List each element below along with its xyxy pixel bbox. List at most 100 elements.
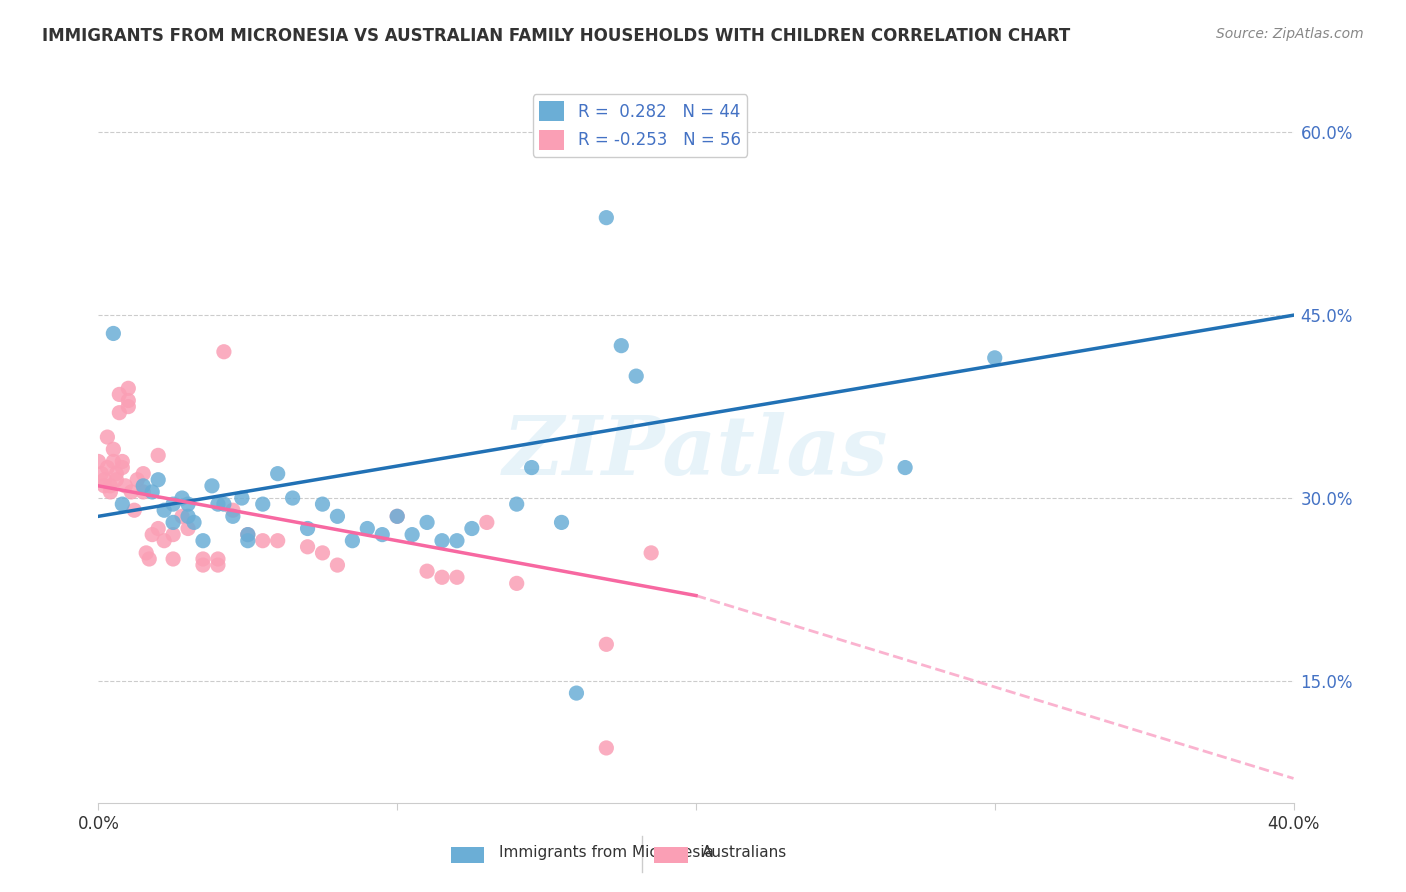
Point bbox=[207, 552, 229, 566]
Point bbox=[231, 491, 253, 505]
Point bbox=[127, 473, 149, 487]
Point bbox=[153, 503, 176, 517]
Point bbox=[342, 533, 364, 548]
Point bbox=[148, 448, 170, 462]
Point bbox=[446, 533, 468, 548]
Point bbox=[153, 533, 176, 548]
Point bbox=[520, 460, 543, 475]
Point bbox=[162, 497, 184, 511]
Point bbox=[162, 516, 184, 530]
Point bbox=[111, 497, 134, 511]
Text: ZIPatlas: ZIPatlas bbox=[503, 412, 889, 491]
Point bbox=[430, 570, 453, 584]
Point bbox=[297, 540, 319, 554]
Point bbox=[117, 393, 139, 408]
Point bbox=[550, 516, 572, 530]
Point bbox=[401, 527, 423, 541]
Point bbox=[207, 497, 229, 511]
Point bbox=[162, 552, 184, 566]
Point bbox=[236, 527, 259, 541]
Point bbox=[267, 467, 290, 481]
Text: IMMIGRANTS FROM MICRONESIA VS AUSTRALIAN FAMILY HOUSEHOLDS WITH CHILDREN CORRELA: IMMIGRANTS FROM MICRONESIA VS AUSTRALIAN… bbox=[42, 27, 1070, 45]
Point bbox=[162, 527, 184, 541]
Point bbox=[430, 533, 453, 548]
Point bbox=[191, 552, 214, 566]
Point bbox=[595, 637, 617, 651]
Point bbox=[96, 460, 118, 475]
Point bbox=[105, 473, 128, 487]
Point bbox=[222, 503, 245, 517]
Point bbox=[385, 509, 409, 524]
Point bbox=[894, 460, 917, 475]
Point bbox=[120, 485, 142, 500]
Point bbox=[212, 344, 235, 359]
Point bbox=[148, 521, 170, 535]
Point bbox=[111, 454, 134, 468]
Point bbox=[98, 485, 122, 500]
Point bbox=[177, 521, 200, 535]
Point bbox=[984, 351, 1007, 365]
Point bbox=[177, 497, 200, 511]
Point bbox=[172, 509, 194, 524]
Point bbox=[446, 570, 468, 584]
Legend: R =  0.282   N = 44, R = -0.253   N = 56: R = 0.282 N = 44, R = -0.253 N = 56 bbox=[533, 95, 748, 157]
Point bbox=[565, 686, 588, 700]
Point bbox=[626, 369, 648, 384]
Point bbox=[252, 533, 274, 548]
Point bbox=[111, 460, 134, 475]
Point bbox=[506, 576, 529, 591]
Point bbox=[385, 509, 409, 524]
Point bbox=[93, 479, 115, 493]
Text: Immigrants from Micronesia: Immigrants from Micronesia bbox=[499, 845, 714, 860]
Point bbox=[297, 521, 319, 535]
Point bbox=[236, 533, 259, 548]
Point bbox=[103, 442, 125, 457]
Point bbox=[475, 516, 498, 530]
Point bbox=[416, 564, 439, 578]
Point bbox=[172, 491, 194, 505]
Point bbox=[108, 406, 131, 420]
Point bbox=[267, 533, 290, 548]
Point bbox=[595, 740, 617, 755]
FancyBboxPatch shape bbox=[451, 847, 485, 863]
Point bbox=[105, 467, 128, 481]
Point bbox=[98, 479, 122, 493]
Point bbox=[132, 467, 155, 481]
Point bbox=[506, 497, 529, 511]
Point bbox=[90, 467, 112, 481]
Point bbox=[108, 387, 131, 401]
Point bbox=[141, 485, 163, 500]
Point bbox=[191, 533, 214, 548]
Point bbox=[416, 516, 439, 530]
Point bbox=[191, 558, 214, 573]
Point bbox=[138, 552, 160, 566]
Point bbox=[124, 503, 146, 517]
Text: Source: ZipAtlas.com: Source: ZipAtlas.com bbox=[1216, 27, 1364, 41]
Point bbox=[371, 527, 394, 541]
Point bbox=[93, 473, 115, 487]
Point bbox=[148, 473, 170, 487]
Point bbox=[132, 485, 155, 500]
Point bbox=[236, 527, 259, 541]
Point bbox=[201, 479, 224, 493]
Point bbox=[117, 400, 139, 414]
Point bbox=[103, 454, 125, 468]
Point bbox=[183, 516, 205, 530]
Point bbox=[326, 558, 349, 573]
Point bbox=[461, 521, 484, 535]
Point bbox=[96, 430, 118, 444]
Point bbox=[311, 497, 333, 511]
Text: Australians: Australians bbox=[702, 845, 787, 860]
Point bbox=[222, 509, 245, 524]
Point bbox=[132, 479, 155, 493]
Point bbox=[117, 381, 139, 395]
Point bbox=[177, 509, 200, 524]
Point bbox=[252, 497, 274, 511]
Point bbox=[326, 509, 349, 524]
Point bbox=[103, 326, 125, 341]
Point bbox=[356, 521, 378, 535]
Point bbox=[281, 491, 304, 505]
Point bbox=[610, 338, 633, 352]
Point bbox=[640, 546, 662, 560]
Point bbox=[114, 479, 136, 493]
